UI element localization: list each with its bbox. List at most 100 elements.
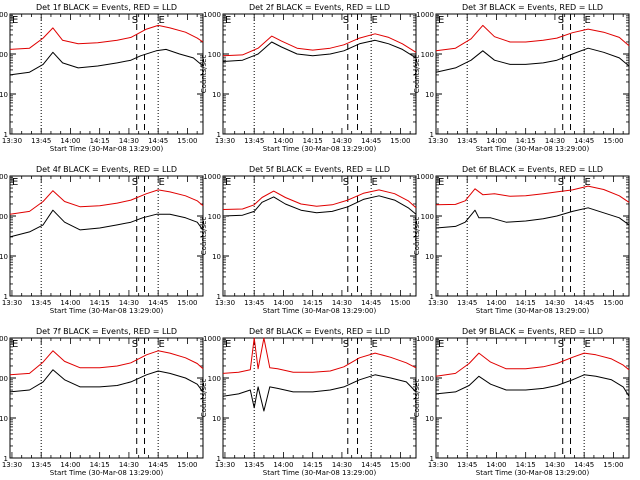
panel-title: Det 2f BLACK = Events, RED = LLD <box>249 3 390 12</box>
y-tick-label: 10 <box>212 91 221 99</box>
y-tick-label: 1 <box>430 455 434 463</box>
S-marker-label: S <box>558 15 564 26</box>
y-tick-label: 10 <box>0 415 8 423</box>
plot-frame <box>222 337 417 459</box>
x-tick-label: 13:45 <box>244 299 264 307</box>
S-marker-label: S <box>132 339 138 350</box>
x-axis-label: Start Time (30-Mar-08 13:29:00) <box>476 469 590 477</box>
chart-panel-8: Det 8f BLACK = Events, RED = LLD 1 10 100 10… <box>200 327 417 477</box>
start-marker-label: E <box>12 15 18 26</box>
x-tick-label: 13:45 <box>457 137 477 145</box>
y-tick-label: 1000 <box>0 335 8 343</box>
y-tick-label: 1000 <box>416 11 434 19</box>
x-tick-label: 14:00 <box>486 137 506 145</box>
x-tick-label: 14:30 <box>332 137 352 145</box>
y-tick-label: 1000 <box>203 11 221 19</box>
x-tick-label: 14:00 <box>486 299 506 307</box>
lld-series-line <box>435 185 630 206</box>
S-marker-label: S <box>343 15 349 26</box>
x-tick-label: 13:30 <box>428 299 448 307</box>
end-marker-label: E <box>372 15 378 26</box>
x-tick-label: 14:00 <box>273 299 293 307</box>
x-tick-label: 14:30 <box>545 137 565 145</box>
x-tick-label: 14:30 <box>119 137 139 145</box>
y-axis-label: Counts/sec <box>200 55 208 94</box>
end-marker-label: E <box>372 339 378 350</box>
x-tick-label: 14:45 <box>148 461 168 469</box>
y-tick-label: 1 <box>4 293 8 301</box>
y-tick-label: 1 <box>4 455 8 463</box>
end-marker-label: E <box>159 177 165 188</box>
x-tick-label: 14:45 <box>361 299 381 307</box>
end-marker-label: E <box>585 339 591 350</box>
x-tick-label: 14:45 <box>361 137 381 145</box>
x-axis-label: Start Time (30-Mar-08 13:29:00) <box>263 307 377 315</box>
plot-frame <box>435 337 630 459</box>
x-tick-label: 14:30 <box>332 461 352 469</box>
start-marker-label: E <box>225 177 231 188</box>
plot-frame <box>435 13 630 135</box>
panel-title: Det 8f BLACK = Events, RED = LLD <box>249 327 390 336</box>
end-marker-label: E <box>585 15 591 26</box>
panel-title: Det 5f BLACK = Events, RED = LLD <box>249 165 390 174</box>
y-tick-label: 1000 <box>0 173 8 181</box>
events-series-line <box>435 207 630 229</box>
x-tick-label: 14:15 <box>516 137 536 145</box>
x-tick-label: 15:00 <box>603 299 623 307</box>
plot-frame <box>222 13 417 135</box>
y-tick-label: 10 <box>0 91 8 99</box>
y-tick-label: 1 <box>217 293 221 301</box>
x-tick-label: 14:45 <box>148 137 168 145</box>
y-tick-label: 100 <box>208 51 221 59</box>
y-axis-label: Counts/sec <box>413 217 421 256</box>
chart-panel-1: Det 1f BLACK = Events, RED = LLD 1 10 100 10… <box>0 3 204 153</box>
events-series-line <box>9 209 204 238</box>
x-tick-label: 14:00 <box>60 299 80 307</box>
lld-series-line <box>222 33 417 57</box>
lld-series-line <box>222 337 417 374</box>
end-marker-label: E <box>372 177 378 188</box>
y-tick-label: 100 <box>421 213 434 221</box>
start-marker-label: E <box>225 339 231 350</box>
panel-title: Det 7f BLACK = Events, RED = LLD <box>36 327 177 336</box>
x-axis-label: Start Time (30-Mar-08 13:29:00) <box>476 145 590 153</box>
x-tick-label: 14:00 <box>60 461 80 469</box>
y-tick-label: 1 <box>430 131 434 139</box>
chart-panel-2: Det 2f BLACK = Events, RED = LLD 1 10 100 10… <box>200 3 417 153</box>
y-tick-label: 100 <box>0 51 8 59</box>
S-marker-label: S <box>132 15 138 26</box>
events-series-line <box>222 374 417 412</box>
x-tick-label: 14:30 <box>332 299 352 307</box>
panel-title: Det 3f BLACK = Events, RED = LLD <box>462 3 603 12</box>
y-tick-label: 1 <box>217 455 221 463</box>
y-axis-label: Counts/sec <box>200 217 208 256</box>
x-axis-label: Start Time (30-Mar-08 13:29:00) <box>50 469 164 477</box>
events-series-line <box>9 369 204 393</box>
x-axis-label: Start Time (30-Mar-08 13:29:00) <box>476 307 590 315</box>
x-tick-label: 14:15 <box>516 461 536 469</box>
plot-frame <box>9 175 204 297</box>
x-tick-label: 13:45 <box>244 461 264 469</box>
start-marker-label: E <box>438 177 444 188</box>
x-axis-label: Start Time (30-Mar-08 13:29:00) <box>263 145 377 153</box>
x-tick-label: 14:00 <box>60 137 80 145</box>
x-tick-label: 15:00 <box>390 461 410 469</box>
start-marker-label: E <box>12 177 18 188</box>
y-tick-label: 1 <box>217 131 221 139</box>
x-tick-label: 14:15 <box>90 137 110 145</box>
x-tick-label: 14:45 <box>574 299 594 307</box>
chart-panel-3: Det 3f BLACK = Events, RED = LLD 1 10 100 10… <box>413 3 630 153</box>
y-tick-label: 100 <box>421 51 434 59</box>
x-tick-label: 15:00 <box>177 299 197 307</box>
start-marker-label: E <box>438 339 444 350</box>
start-marker-label: E <box>225 15 231 26</box>
x-tick-label: 14:45 <box>361 461 381 469</box>
S-marker-label: S <box>558 339 564 350</box>
y-tick-label: 10 <box>425 91 434 99</box>
x-tick-label: 13:30 <box>428 137 448 145</box>
x-tick-label: 15:00 <box>390 299 410 307</box>
plot-frame <box>435 175 630 297</box>
x-axis-label: Start Time (30-Mar-08 13:29:00) <box>50 145 164 153</box>
y-tick-label: 100 <box>0 213 8 221</box>
events-series-line <box>435 47 630 73</box>
